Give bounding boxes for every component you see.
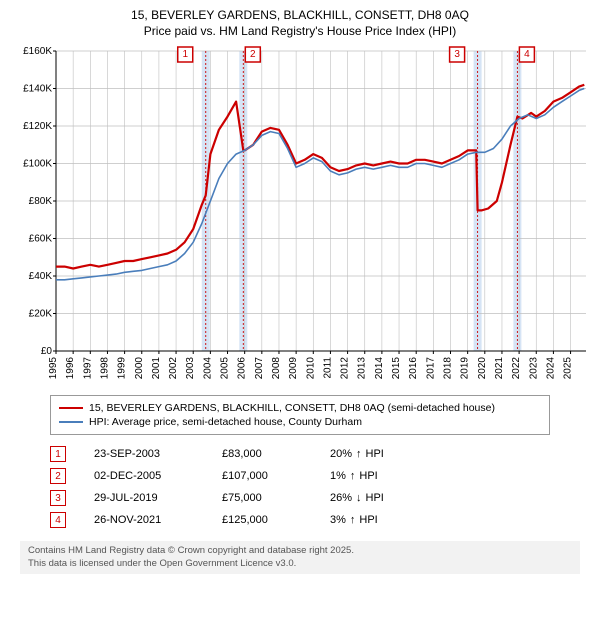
x-tick-label: 2005 [220,357,231,380]
x-tick-label: 2014 [374,357,385,380]
marker-date: 26-NOV-2021 [94,514,194,526]
y-tick-label: £100K [23,159,52,170]
x-tick-label: 2004 [202,357,213,380]
title-line-1: 15, BEVERLEY GARDENS, BLACKHILL, CONSETT… [10,8,590,24]
x-tick-label: 2010 [305,357,316,380]
y-tick-label: £60K [29,234,53,245]
arrow-up-icon: ↑ [350,470,356,482]
marker-suffix: HPI [366,448,384,460]
marker-row: 2 02-DEC-2005 £107,000 1% ↑HPI [50,465,590,487]
x-tick-label: 2015 [391,357,402,380]
marker-number-box: 1 [50,446,66,462]
series-property [56,85,584,269]
marker-pct: 20% [330,448,352,460]
x-tick-label: 2024 [545,357,556,380]
x-tick-label: 2013 [357,357,368,380]
y-tick-label: £20K [29,309,53,320]
chart-marker-num: 4 [524,49,530,60]
x-tick-label: 2000 [134,357,145,380]
legend-row: HPI: Average price, semi-detached house,… [59,415,541,429]
y-tick-label: £160K [23,46,52,57]
legend-swatch [59,421,83,423]
marker-pct: 3% [330,514,346,526]
marker-number-box: 4 [50,512,66,528]
footer-attribution: Contains HM Land Registry data © Crown c… [20,541,580,574]
marker-diff: 26% ↓ HPI [330,492,430,504]
marker-diff: 3% ↑HPI [330,514,430,526]
marker-suffix: HPI [366,492,384,504]
x-tick-label: 2016 [408,357,419,380]
arrow-down-icon: ↓ [356,492,362,504]
marker-row: 4 26-NOV-2021 £125,000 3% ↑HPI [50,509,590,531]
arrow-up-icon: ↑ [356,448,362,460]
marker-price: £75,000 [222,492,302,504]
marker-price: £83,000 [222,448,302,460]
chart-container: 15, BEVERLEY GARDENS, BLACKHILL, CONSETT… [0,0,600,620]
legend-label: HPI: Average price, semi-detached house,… [89,416,362,428]
x-tick-label: 1998 [99,357,110,380]
x-tick-label: 2003 [185,357,196,380]
markers-table: 123-SEP-2003£83,00020%↑HPI202-DEC-2005£1… [50,443,590,531]
marker-suffix: HPI [359,470,377,482]
x-tick-label: 1996 [65,357,76,380]
footer-line-2: This data is licensed under the Open Gov… [28,558,572,570]
y-tick-label: £120K [23,121,52,132]
marker-pct: 1% [330,470,346,482]
x-tick-label: 2002 [168,357,179,380]
x-tick-label: 1997 [82,357,93,380]
x-tick-label: 2020 [477,357,488,380]
y-tick-label: £40K [29,271,53,282]
legend-row: 15, BEVERLEY GARDENS, BLACKHILL, CONSETT… [59,401,541,415]
chart-marker-num: 1 [182,49,188,60]
chart-marker-num: 3 [454,49,460,60]
marker-row: 1 23-SEP-2003 £83,000 20% ↑ HPI [50,443,590,465]
line-chart: £0 £20K £40K £60K £80K £100K £120K £140K £160K 19… [20,45,590,385]
x-tick-label: 2012 [340,357,351,380]
marker-price: £107,000 [222,470,302,482]
title-line-2: Price paid vs. HM Land Registry's House … [10,24,590,40]
x-tick-label: 2022 [511,357,522,380]
legend: 15, BEVERLEY GARDENS, BLACKHILL, CONSETT… [50,395,550,435]
x-tick-label: 2023 [528,357,539,380]
chart-title: 15, BEVERLEY GARDENS, BLACKHILL, CONSETT… [10,8,590,39]
marker-row: 3 29-JUL-2019 £75,000 26% ↓ HPI [50,487,590,509]
marker-suffix: HPI [359,514,377,526]
x-tick-label: 2006 [237,357,248,380]
legend-swatch [59,407,83,409]
x-tick-label: 2021 [494,357,505,380]
x-tick-label: 2008 [271,357,282,380]
marker-price: £125,000 [222,514,302,526]
marker-pct: 26% [330,492,352,504]
x-tick-label: 1999 [117,357,128,380]
footer-line-1: Contains HM Land Registry data © Crown c… [28,545,572,557]
chart-area: £0 £20K £40K £60K £80K £100K £120K £140K £160K 19… [20,45,590,385]
x-tick-label: 1995 [48,357,59,380]
chart-marker-num: 2 [250,49,256,60]
marker-number-box: 2 [50,468,66,484]
series-hpi [56,89,584,280]
arrow-up-icon: ↑ [350,514,356,526]
marker-number-box: 3 [50,490,66,506]
x-tick-label: 2019 [460,357,471,380]
marker-diff: 20% ↑ HPI [330,448,430,460]
marker-date: 23-SEP-2003 [94,448,194,460]
x-tick-label: 2007 [254,357,265,380]
x-tick-label: 2011 [322,357,333,379]
marker-diff: 1% ↑HPI [330,470,430,482]
x-tick-label: 2009 [288,357,299,380]
y-tick-label: £0 [41,346,53,357]
marker-date: 02-DEC-2005 [94,470,194,482]
y-tick-label: £80K [29,196,53,207]
x-tick-label: 2018 [442,357,453,380]
x-tick-label: 2025 [563,357,574,380]
legend-label: 15, BEVERLEY GARDENS, BLACKHILL, CONSETT… [89,402,495,414]
y-tick-label: £140K [23,84,52,95]
marker-date: 29-JUL-2019 [94,492,194,504]
x-tick-label: 2017 [425,357,436,380]
x-tick-label: 2001 [151,357,162,380]
